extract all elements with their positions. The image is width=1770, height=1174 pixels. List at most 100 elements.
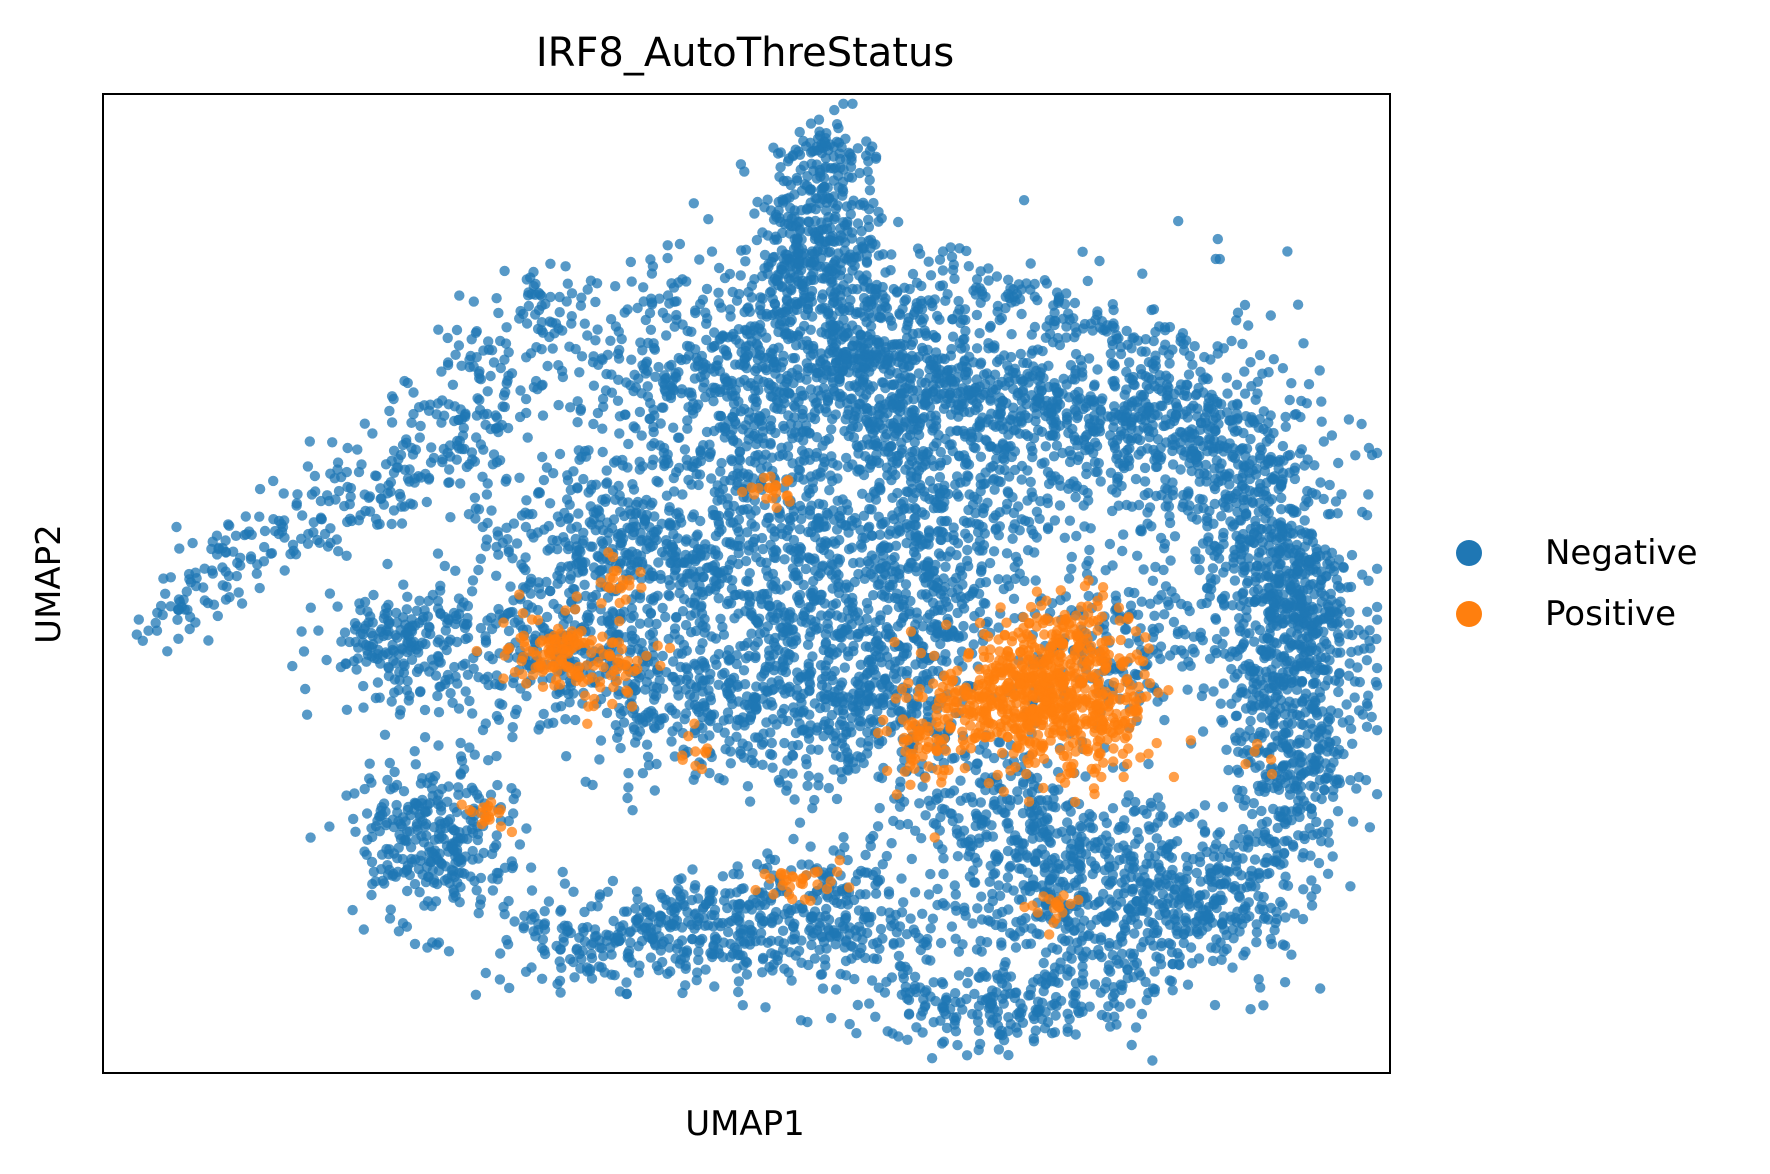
point-negative (954, 451, 965, 462)
point-negative (980, 467, 991, 478)
point-negative (423, 856, 435, 867)
point-negative (709, 327, 720, 338)
point-negative (830, 728, 841, 739)
point-negative (690, 307, 701, 319)
point-negative (467, 575, 479, 586)
point-negative (749, 641, 760, 652)
point-negative (348, 813, 359, 825)
point-negative (682, 415, 693, 426)
point-negative (445, 688, 456, 699)
point-negative (385, 904, 396, 915)
point-negative (1094, 255, 1105, 267)
point-negative (775, 584, 786, 595)
point-negative (364, 758, 375, 769)
point-negative (935, 457, 947, 468)
point-negative (677, 489, 688, 500)
point-negative (630, 423, 641, 434)
point-negative (653, 477, 664, 488)
point-negative (612, 732, 623, 743)
point-negative (1165, 555, 1176, 566)
point-negative (541, 462, 553, 473)
point-negative (927, 597, 939, 608)
point-negative (375, 658, 386, 669)
point-negative (792, 739, 804, 751)
point-negative (1189, 341, 1200, 352)
point-negative (725, 304, 736, 315)
point-negative (807, 651, 818, 662)
point-negative (1008, 523, 1019, 534)
point-negative (1118, 529, 1129, 540)
point-negative (1298, 338, 1309, 349)
point-negative (429, 834, 440, 845)
point-negative (562, 278, 573, 289)
point-negative (507, 731, 518, 743)
point-negative (1009, 464, 1021, 476)
point-negative (535, 589, 547, 600)
point-negative (836, 738, 848, 749)
point-negative (916, 317, 928, 328)
point-negative (601, 368, 612, 380)
point-negative (866, 504, 877, 515)
point-negative (787, 353, 798, 364)
point-negative (719, 727, 730, 738)
point-negative (936, 534, 947, 546)
point-negative (994, 464, 1005, 475)
point-negative (675, 661, 686, 673)
point-negative (622, 792, 633, 804)
point-negative (1035, 496, 1046, 507)
point-negative (920, 399, 931, 411)
point-negative (1218, 527, 1229, 539)
point-negative (647, 497, 658, 508)
point-negative (296, 626, 307, 637)
point-negative (796, 725, 808, 736)
point-negative (672, 721, 683, 732)
point-negative (1159, 538, 1171, 549)
point-negative (411, 666, 423, 678)
point-negative (561, 751, 572, 762)
point-negative (542, 360, 553, 372)
point-negative (617, 454, 628, 466)
point-negative (432, 548, 444, 559)
point-negative (666, 359, 677, 371)
point-negative (662, 252, 673, 264)
point-negative (740, 256, 751, 267)
point-negative (432, 690, 443, 702)
point-negative (679, 714, 690, 725)
point-negative (376, 864, 387, 875)
point-negative (1357, 506, 1368, 518)
point-negative (734, 540, 745, 552)
point-negative (756, 739, 768, 750)
point-negative (621, 377, 632, 388)
point-negative (856, 542, 868, 553)
point-negative (305, 832, 316, 843)
point-negative (641, 676, 652, 688)
point-negative (775, 162, 786, 173)
point-negative (718, 344, 730, 355)
point-negative (506, 368, 518, 379)
point-negative (731, 295, 743, 306)
point-negative (600, 493, 612, 504)
point-negative (568, 688, 579, 699)
point-negative (1254, 349, 1266, 361)
point-negative (444, 674, 455, 685)
point-negative (792, 667, 803, 678)
point-negative (1326, 430, 1338, 441)
point-negative (1160, 483, 1171, 494)
point-negative (733, 976, 745, 987)
point-negative (557, 866, 568, 878)
point-negative (1301, 398, 1313, 409)
point-negative (482, 386, 493, 397)
point-negative (393, 684, 404, 696)
point-negative (796, 513, 807, 525)
point-negative (902, 642, 913, 653)
point-negative (1259, 485, 1270, 497)
point-negative (503, 608, 514, 619)
point-negative (597, 446, 608, 458)
point-negative (1182, 505, 1194, 516)
point-negative (818, 382, 829, 394)
point-negative (1135, 525, 1146, 537)
point-negative (1065, 360, 1077, 371)
point-negative (472, 834, 483, 846)
point-negative (1070, 492, 1081, 503)
